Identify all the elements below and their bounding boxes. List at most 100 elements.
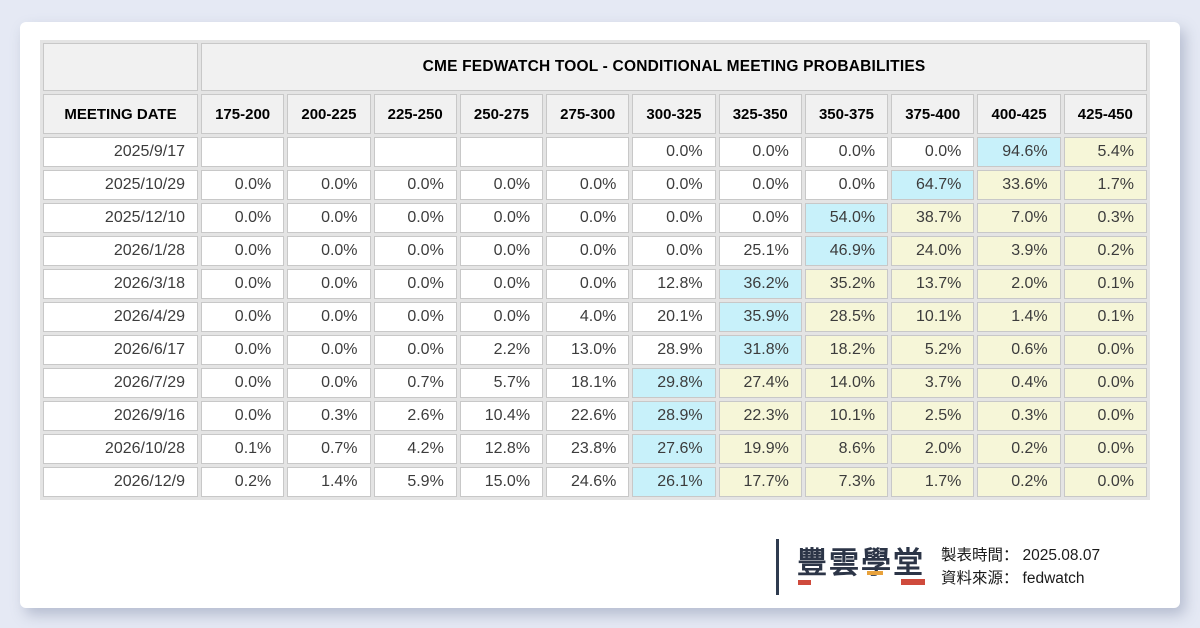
probability-cell: 0.0%	[201, 401, 285, 431]
probability-cell: 0.0%	[287, 236, 371, 266]
rate-column-header: 175-200	[201, 94, 285, 134]
rate-column-header: 350-375	[804, 94, 889, 134]
probability-cell: 28.9%	[632, 401, 716, 431]
probability-cell: 0.0%	[459, 236, 544, 266]
rate-column-header: 275-300	[546, 94, 630, 134]
probability-cell: 0.0%	[373, 335, 457, 365]
probability-cell: 0.0%	[632, 236, 716, 266]
probability-cell: 0.2%	[977, 434, 1061, 464]
table-row: 2025/9/17 0.0% 0.0% 0.0% 0.0% 94.6% 5.4%	[43, 137, 1147, 167]
data-source-line: 資料來源： fedwatch	[941, 567, 1100, 590]
probability-cell: 0.0%	[287, 203, 371, 233]
probability-cell: 0.0%	[546, 203, 630, 233]
probability-cell: 4.0%	[546, 302, 630, 332]
probability-cell: 12.8%	[459, 434, 544, 464]
probability-cell: 20.1%	[632, 302, 716, 332]
table-row: 2026/12/9 0.2% 1.4% 5.9% 15.0% 24.6% 26.1% 17.7…	[43, 467, 1147, 497]
probability-cell: 10.1%	[891, 302, 975, 332]
table-row: 2026/7/29 0.0% 0.0% 0.7% 5.7% 18.1% 29.8% 27.4%…	[43, 368, 1147, 398]
probability-cell: 0.1%	[1063, 269, 1147, 299]
probability-cell: 0.0%	[1063, 401, 1147, 431]
probability-cell	[546, 137, 630, 167]
probability-cell: 94.6%	[977, 137, 1061, 167]
probability-cell: 0.0%	[718, 137, 802, 167]
probability-cell: 0.3%	[1063, 203, 1147, 233]
probability-cell: 1.4%	[287, 467, 371, 497]
created-time-line: 製表時間： 2025.08.07	[941, 544, 1100, 567]
probability-cell: 13.7%	[891, 269, 975, 299]
probability-cell: 0.0%	[546, 170, 630, 200]
meeting-date-header: MEETING DATE	[43, 94, 198, 134]
probability-cell: 26.1%	[632, 467, 716, 497]
meeting-date-cell: 2026/12/9	[43, 467, 198, 497]
probability-cell: 36.2%	[718, 269, 802, 299]
probability-cell: 10.4%	[459, 401, 544, 431]
data-source-value: fedwatch	[1022, 570, 1085, 587]
table-row: 2025/12/10 0.0% 0.0% 0.0% 0.0% 0.0% 0.0% 0.0% 54…	[43, 203, 1147, 233]
probability-cell: 19.9%	[718, 434, 802, 464]
probability-cell: 18.2%	[804, 335, 889, 365]
probability-cell: 31.8%	[718, 335, 802, 365]
probability-cell: 24.6%	[546, 467, 630, 497]
table-title: CME FEDWATCH TOOL - CONDITIONAL MEETING …	[201, 43, 1147, 91]
probability-cell: 0.0%	[201, 203, 285, 233]
probability-cell: 27.6%	[632, 434, 716, 464]
probability-cell: 0.0%	[373, 302, 457, 332]
probability-cell: 17.7%	[718, 467, 802, 497]
probability-cell: 0.0%	[201, 368, 285, 398]
probability-cell: 0.0%	[201, 236, 285, 266]
meeting-date-cell: 2025/10/29	[43, 170, 198, 200]
probability-cell: 0.0%	[373, 203, 457, 233]
probability-cell: 0.2%	[201, 467, 285, 497]
probability-cell: 0.0%	[287, 368, 371, 398]
probability-cell: 2.0%	[891, 434, 975, 464]
probability-cell: 1.4%	[977, 302, 1061, 332]
probability-cell: 4.2%	[373, 434, 457, 464]
probability-cell: 0.0%	[287, 269, 371, 299]
meeting-date-cell: 2026/9/16	[43, 401, 198, 431]
logo-accent	[901, 579, 925, 585]
probability-cell: 0.3%	[287, 401, 371, 431]
corner-cell	[43, 43, 198, 91]
brand-logo-text: 豐雲學堂	[797, 547, 925, 580]
probability-cell: 0.0%	[718, 203, 802, 233]
meeting-date-cell: 2026/3/18	[43, 269, 198, 299]
probability-cell: 38.7%	[891, 203, 975, 233]
probability-cell: 2.6%	[373, 401, 457, 431]
probability-cell: 0.0%	[373, 269, 457, 299]
table-row: 2026/6/17 0.0% 0.0% 0.0% 2.2% 13.0% 28.9% 31.8%…	[43, 335, 1147, 365]
brand-logo: 豐雲學堂	[797, 549, 925, 585]
probability-cell: 0.0%	[459, 170, 544, 200]
meeting-date-cell: 2026/6/17	[43, 335, 198, 365]
probability-cell: 0.0%	[804, 137, 889, 167]
footer-divider	[776, 539, 779, 595]
probability-cell: 0.1%	[201, 434, 285, 464]
probability-cell: 3.9%	[977, 236, 1061, 266]
data-source-label: 資料來源：	[941, 570, 1019, 587]
probability-cell: 22.6%	[546, 401, 630, 431]
probability-cell: 18.1%	[546, 368, 630, 398]
rate-column-header: 400-425	[977, 94, 1061, 134]
probability-cell: 0.0%	[546, 269, 630, 299]
table-row: 2026/4/29 0.0% 0.0% 0.0% 0.0% 4.0% 20.1% 35.9% 2…	[43, 302, 1147, 332]
probability-cell: 0.0%	[546, 236, 630, 266]
probability-cell: 8.6%	[804, 434, 889, 464]
meeting-date-cell: 2026/1/28	[43, 236, 198, 266]
table-container: CME FEDWATCH TOOL - CONDITIONAL MEETING …	[40, 40, 1150, 500]
probability-cell: 0.2%	[977, 467, 1061, 497]
probability-cell: 35.2%	[804, 269, 889, 299]
probability-cell: 0.0%	[201, 170, 285, 200]
probability-cell: 28.5%	[804, 302, 889, 332]
probability-cell: 0.3%	[977, 401, 1061, 431]
probability-cell: 12.8%	[632, 269, 716, 299]
probability-cell: 0.7%	[373, 368, 457, 398]
probability-cell: 14.0%	[804, 368, 889, 398]
rate-column-header: 425-450	[1063, 94, 1147, 134]
rate-column-header: 300-325	[632, 94, 716, 134]
probability-cell: 0.0%	[718, 170, 802, 200]
probability-cell: 3.7%	[891, 368, 975, 398]
probability-cell: 22.3%	[718, 401, 802, 431]
probability-cell: 15.0%	[459, 467, 544, 497]
probability-cell: 0.0%	[1063, 434, 1147, 464]
